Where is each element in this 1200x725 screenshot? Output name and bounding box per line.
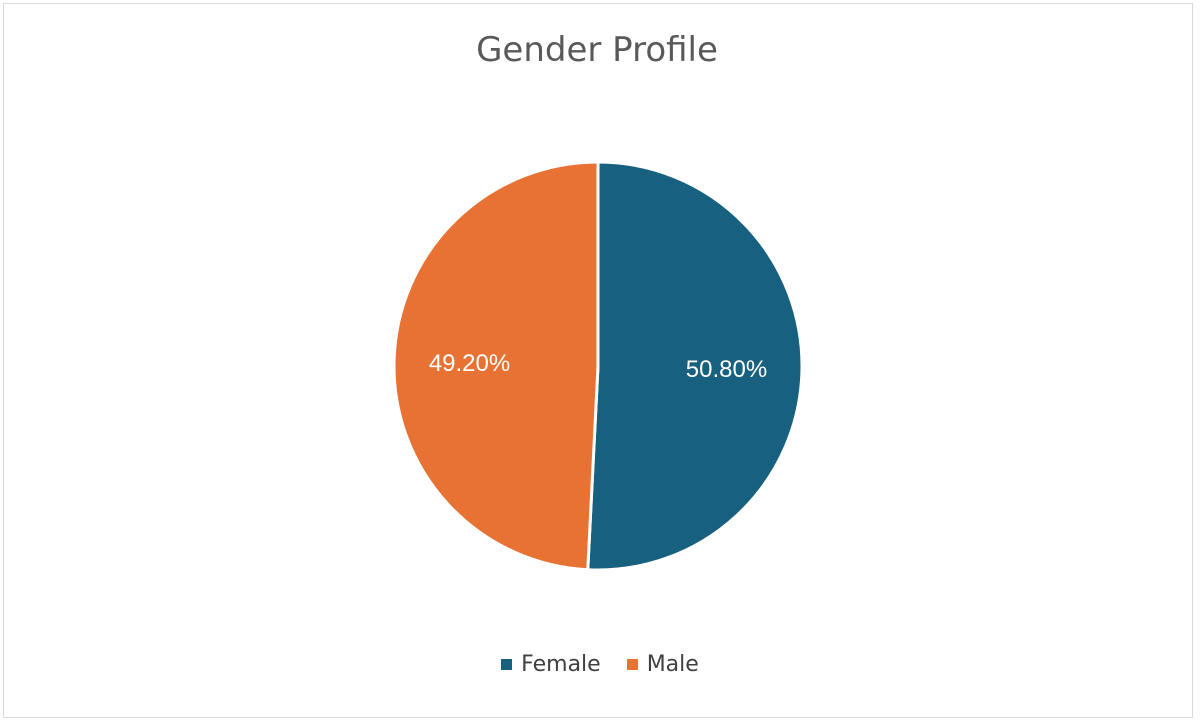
data-label-male: 49.20% (429, 350, 510, 377)
pie-slice-female (586, 160, 804, 572)
legend-label-female: Female (521, 652, 601, 677)
legend-label-male: Male (646, 652, 699, 677)
legend-item-male: Male (626, 652, 699, 677)
legend-swatch-female (501, 659, 513, 670)
chart-title: Gender Profile (476, 30, 718, 70)
legend-item-female: Female (501, 652, 601, 677)
data-label-female: 50.80% (686, 356, 767, 383)
legend-swatch-male (626, 659, 638, 670)
pie-slice-male (392, 160, 600, 572)
legend: Female Male (0, 652, 1200, 677)
